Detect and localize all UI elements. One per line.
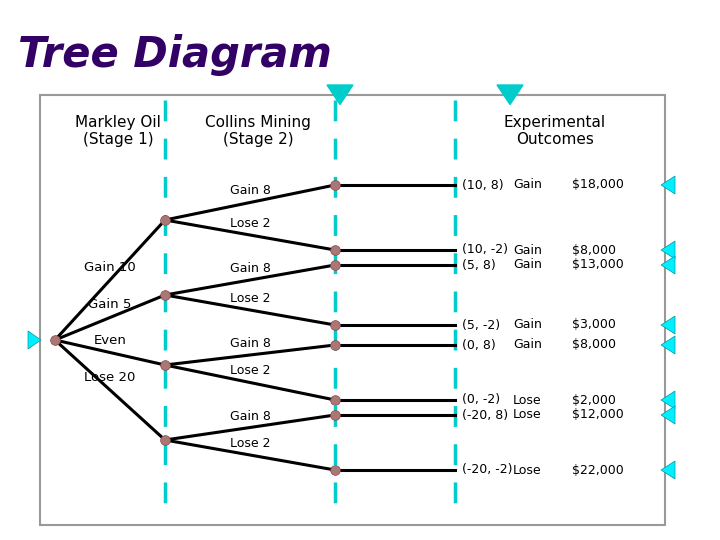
Text: $18,000: $18,000	[572, 179, 624, 192]
Text: Markley Oil
(Stage 1): Markley Oil (Stage 1)	[75, 115, 161, 147]
Polygon shape	[661, 391, 675, 409]
Text: Gain: Gain	[513, 179, 542, 192]
Text: Tree Diagram: Tree Diagram	[18, 34, 332, 76]
Text: Lose 2: Lose 2	[230, 437, 270, 450]
Text: Gain 8: Gain 8	[230, 409, 271, 422]
Text: Lose: Lose	[513, 463, 541, 476]
Text: (0, 8): (0, 8)	[462, 339, 496, 352]
Text: Collins Mining
(Stage 2): Collins Mining (Stage 2)	[205, 115, 311, 147]
Text: Gain: Gain	[513, 339, 542, 352]
Polygon shape	[28, 331, 41, 349]
Text: Lose 2: Lose 2	[230, 217, 270, 230]
Text: $8,000: $8,000	[572, 244, 616, 256]
Text: Gain 5: Gain 5	[89, 299, 132, 312]
Text: (10, -2): (10, -2)	[462, 244, 508, 256]
Text: Gain 8: Gain 8	[230, 262, 271, 275]
Text: (5, 8): (5, 8)	[462, 259, 496, 272]
Text: (-20, -2): (-20, -2)	[462, 463, 513, 476]
Polygon shape	[327, 85, 353, 105]
Text: Gain 8: Gain 8	[230, 337, 271, 350]
Text: $3,000: $3,000	[572, 319, 616, 332]
Text: Gain: Gain	[513, 319, 542, 332]
Text: $13,000: $13,000	[572, 259, 624, 272]
Polygon shape	[661, 461, 675, 479]
FancyBboxPatch shape	[40, 95, 665, 525]
Text: Gain: Gain	[513, 259, 542, 272]
Text: (5, -2): (5, -2)	[462, 319, 500, 332]
Text: Gain: Gain	[513, 244, 542, 256]
Text: (-20, 8): (-20, 8)	[462, 408, 508, 422]
Text: Lose 20: Lose 20	[84, 371, 135, 384]
Polygon shape	[661, 316, 675, 334]
Text: Experimental
Outcomes: Experimental Outcomes	[504, 115, 606, 147]
Text: (10, 8): (10, 8)	[462, 179, 503, 192]
Text: $2,000: $2,000	[572, 394, 616, 407]
Polygon shape	[661, 241, 675, 259]
Text: Even: Even	[94, 334, 127, 347]
Polygon shape	[661, 406, 675, 424]
Text: Lose 2: Lose 2	[230, 364, 270, 377]
Text: $22,000: $22,000	[572, 463, 624, 476]
Text: (0, -2): (0, -2)	[462, 394, 500, 407]
Text: Gain 8: Gain 8	[230, 185, 271, 198]
Polygon shape	[661, 336, 675, 354]
Text: $12,000: $12,000	[572, 408, 624, 422]
Text: Lose 2: Lose 2	[230, 292, 270, 305]
Polygon shape	[661, 176, 675, 194]
Polygon shape	[661, 256, 675, 274]
Polygon shape	[497, 85, 523, 105]
Text: Lose: Lose	[513, 394, 541, 407]
Text: Lose: Lose	[513, 408, 541, 422]
Text: Gain 10: Gain 10	[84, 261, 136, 274]
Text: $8,000: $8,000	[572, 339, 616, 352]
